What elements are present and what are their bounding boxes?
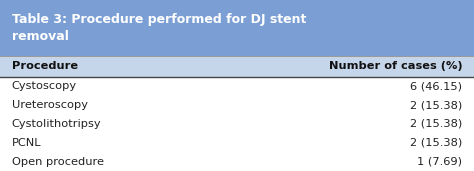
Bar <box>0 115 474 133</box>
Bar <box>0 77 474 96</box>
Bar <box>0 0 474 56</box>
Bar <box>0 133 474 152</box>
Text: Open procedure: Open procedure <box>12 157 104 167</box>
Text: PCNL: PCNL <box>12 138 41 148</box>
Bar <box>0 56 474 77</box>
Text: Table 3: Procedure performed for DJ stent
removal: Table 3: Procedure performed for DJ sten… <box>12 13 306 43</box>
Text: Number of cases (%): Number of cases (%) <box>328 61 462 71</box>
Text: 1 (7.69): 1 (7.69) <box>417 157 462 167</box>
Bar <box>0 152 474 171</box>
Text: 2 (15.38): 2 (15.38) <box>410 119 462 129</box>
Text: 6 (46.15): 6 (46.15) <box>410 81 462 91</box>
Text: Cystolithotripsy: Cystolithotripsy <box>12 119 101 129</box>
Bar <box>0 96 474 115</box>
Text: 2 (15.38): 2 (15.38) <box>410 138 462 148</box>
Text: Procedure: Procedure <box>12 61 78 71</box>
Text: Ureteroscopy: Ureteroscopy <box>12 100 88 110</box>
Text: Cystoscopy: Cystoscopy <box>12 81 77 91</box>
Text: 2 (15.38): 2 (15.38) <box>410 100 462 110</box>
